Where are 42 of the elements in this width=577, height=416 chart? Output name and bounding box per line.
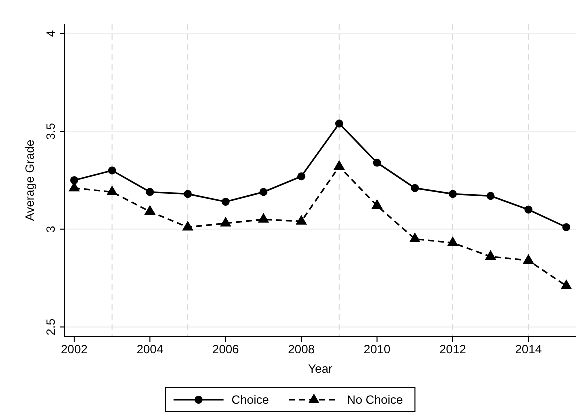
x-tick-label: 2006 [212,342,240,357]
y-tick-label: 4 [44,30,58,38]
point [222,198,230,206]
point [485,250,496,260]
point [70,176,78,184]
point [258,213,270,223]
point [260,188,268,196]
x-tick-label: 2014 [515,342,542,357]
point [523,254,534,264]
y-tick-label: 3.5 [44,122,58,140]
point [106,186,118,196]
point [296,215,308,225]
y-axis-title: Average Grade [23,140,37,222]
legend-label: Choice [232,393,270,408]
point [298,172,306,181]
point [560,280,572,290]
point [448,190,457,198]
point [144,205,156,216]
point [411,184,420,192]
point [373,158,382,167]
point [182,220,194,231]
point [524,206,533,214]
point [184,190,192,198]
point [220,217,232,227]
x-tick-label: 2002 [61,342,88,357]
x-tick-label: 2012 [440,342,467,357]
y-tick-label: 2.5 [44,318,58,336]
x-axis-title: Year [308,362,333,376]
point [409,232,421,242]
point [372,199,383,210]
legend-label: No Choice [347,393,404,408]
point [334,160,346,170]
x-tick-label: 2004 [136,342,164,357]
point [562,223,571,232]
x-tick-label: 2010 [364,342,391,357]
point [486,192,495,200]
point [108,166,116,175]
point [146,188,154,196]
point [447,236,459,246]
point [335,120,344,128]
x-tick-label: 2008 [288,342,316,357]
y-tick-label: 3 [44,226,58,233]
